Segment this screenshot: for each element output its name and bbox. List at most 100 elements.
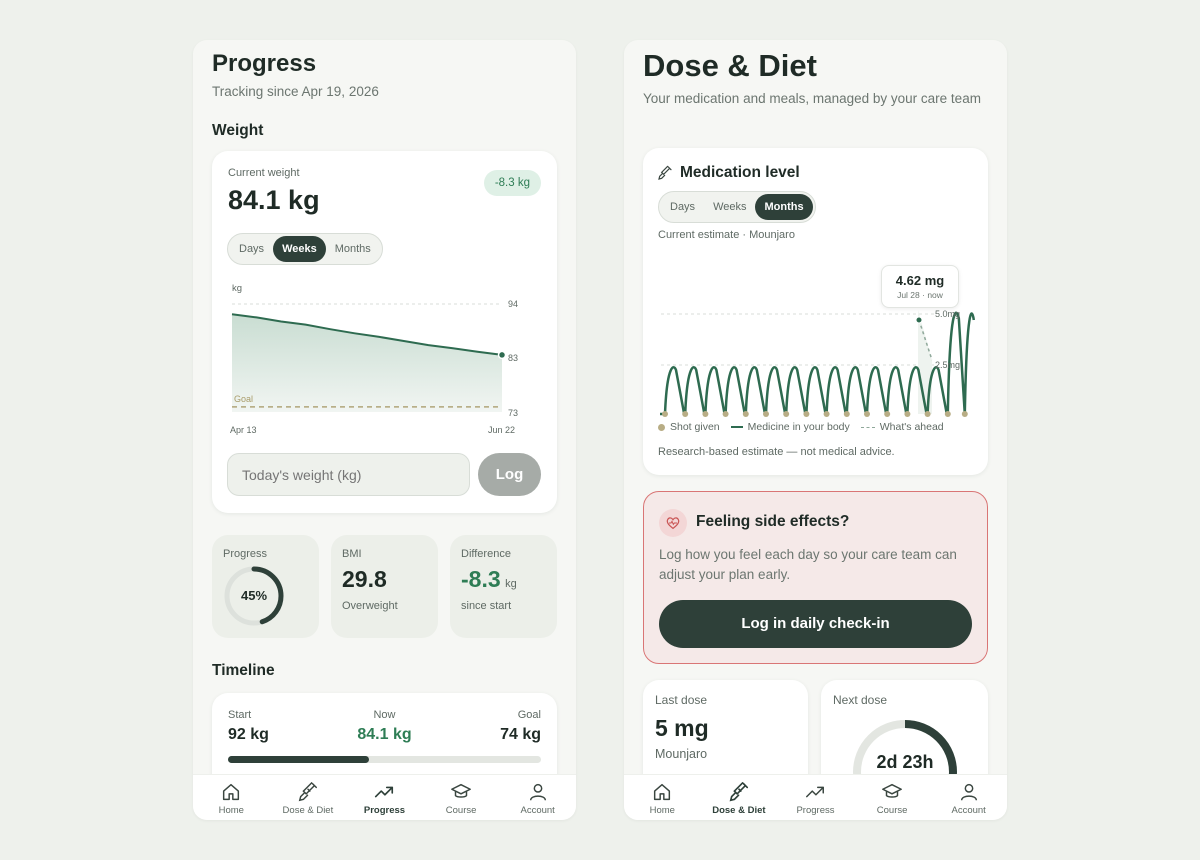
difference-note: since start: [461, 600, 512, 612]
side-effects-title: Feeling side effects?: [696, 513, 850, 530]
x-tick-start: Apr 13: [230, 425, 257, 435]
shot-marker: [904, 411, 911, 417]
legend-body: Medicine in your body: [747, 421, 850, 433]
weight-change-badge: -8.3 kg: [483, 170, 541, 196]
estimate-disclaimer: Research-based estimate — not medical ad…: [658, 446, 895, 458]
medication-card-title: Medication level: [680, 164, 800, 181]
tab-account[interactable]: Account: [500, 775, 576, 820]
range-days[interactable]: Days: [670, 201, 696, 213]
trending-up-icon: [806, 786, 825, 798]
tab-progress[interactable]: Progress: [777, 775, 853, 820]
shot-marker: [961, 411, 968, 417]
shot-marker: [763, 411, 769, 417]
tab-dose-diet-label: Dose & Diet: [712, 805, 766, 816]
last-dose-label: Last dose: [655, 693, 708, 707]
daily-check-in-button[interactable]: Log in daily check-in: [659, 600, 972, 648]
projection-line: [918, 319, 933, 361]
weight-card: Current weight 84.1 kg -8.3 kg Days Week…: [212, 151, 557, 513]
tab-course[interactable]: Course: [423, 775, 499, 820]
y-tick-94: 94: [508, 299, 518, 309]
range-months[interactable]: Months: [334, 243, 371, 255]
difference-stat-card: Difference -8.3 kg since start: [450, 535, 557, 638]
user-icon: [960, 783, 977, 801]
tab-dose-diet[interactable]: Dose & Diet: [270, 775, 346, 820]
range-weeks[interactable]: Weeks: [273, 236, 326, 262]
tab-course-label: Course: [876, 805, 908, 816]
tab-home-label: Home: [218, 805, 244, 816]
progress-stat-label: Progress: [223, 548, 268, 560]
progress-stat-value: 45%: [240, 588, 268, 603]
last-dose-value: 5 mg: [655, 715, 709, 741]
shot-marker: [783, 411, 790, 417]
progress-stat-card: Progress 45%: [212, 535, 319, 638]
tab-dose-diet-label: Dose & Diet: [282, 805, 334, 816]
medication-level-card: Medication level Days Weeks Months Curre…: [643, 148, 988, 475]
medicine-level-line: [660, 311, 976, 416]
shot-marker: [702, 411, 709, 417]
shot-marker: [884, 411, 891, 417]
legend-ahead: What's ahead: [879, 421, 944, 433]
weight-section-title: Weight: [212, 122, 264, 139]
tab-account-label: Account: [520, 805, 555, 816]
heart-icon: [659, 509, 687, 537]
tab-progress-label: Progress: [363, 805, 406, 816]
tab-account-label: Account: [951, 805, 986, 816]
shot-marker: [843, 411, 850, 417]
range-days[interactable]: Days: [239, 243, 265, 255]
page-subtitle: Your medication and meals, managed by yo…: [643, 91, 981, 106]
graduation-cap-icon: [882, 783, 902, 798]
difference-unit: kg: [505, 578, 517, 590]
chart-legend: Shot given Medicine in your body What's …: [658, 421, 944, 433]
bmi-value: 29.8: [342, 566, 387, 592]
timeline-fill: [228, 756, 369, 763]
shot-marker: [823, 411, 830, 417]
tab-home[interactable]: Home: [193, 775, 269, 820]
timeline-start-value: 92 kg: [228, 726, 269, 743]
bmi-stat-card: BMI 29.8 Overweight: [331, 535, 438, 638]
weight-area: [232, 314, 502, 412]
shot-markers: [662, 411, 968, 417]
shot-legend-dot: [658, 423, 665, 431]
timeline-track: [228, 756, 541, 763]
page-title: Dose & Diet: [643, 48, 817, 83]
goal-label: Goal: [234, 394, 253, 404]
current-estimate-label: Current estimate · Mounjaro: [658, 229, 795, 241]
tab-progress-label: Progress: [796, 805, 835, 816]
range-weeks[interactable]: Weeks: [713, 201, 747, 213]
page-title: Progress: [212, 50, 317, 77]
y-tick-2_5mg: 2.5mg: [935, 360, 960, 370]
side-effects-card: Feeling side effects? Log how you feel e…: [643, 491, 988, 664]
home-icon: [223, 783, 240, 801]
progress-ring: [224, 566, 284, 626]
current-weight-label: Current weight: [228, 167, 300, 179]
log-weight-button[interactable]: Log: [478, 453, 541, 496]
legend-shot: Shot given: [670, 421, 720, 433]
projection-area: [918, 310, 932, 414]
range-months[interactable]: Months: [755, 194, 813, 220]
tab-dose-diet[interactable]: Dose & Diet: [701, 775, 777, 820]
shot-marker: [682, 411, 689, 417]
current-level-point: [915, 316, 923, 324]
progress-screen: Progress Tracking since Apr 19, 2026 Wei…: [193, 40, 576, 820]
medication-level-chart: 5.0mg 2.5mg: [660, 309, 976, 417]
timeline-now-label: Now: [373, 709, 396, 721]
chart-unit-label: kg: [232, 283, 242, 294]
shot-marker: [722, 411, 729, 417]
next-dose-value: 2d 23h: [876, 752, 934, 772]
tab-home[interactable]: Home: [624, 775, 700, 820]
weight-range-toggle: Days Weeks Months: [227, 233, 383, 265]
shot-marker: [803, 411, 810, 417]
y-tick-5mg: 5.0mg: [935, 309, 960, 319]
shot-marker: [662, 411, 668, 417]
y-tick-83: 83: [508, 353, 518, 363]
user-icon: [529, 783, 546, 801]
trending-up-icon: [375, 786, 394, 798]
syringe-icon: [298, 782, 317, 802]
weight-line: [231, 313, 503, 356]
todays-weight-input[interactable]: [227, 453, 470, 496]
next-dose-label: Next dose: [833, 693, 888, 707]
tab-course[interactable]: Course: [854, 775, 930, 820]
tooltip-value: 4.62 mg: [895, 273, 945, 288]
tab-progress[interactable]: Progress: [346, 775, 422, 820]
tab-account[interactable]: Account: [931, 775, 1007, 820]
